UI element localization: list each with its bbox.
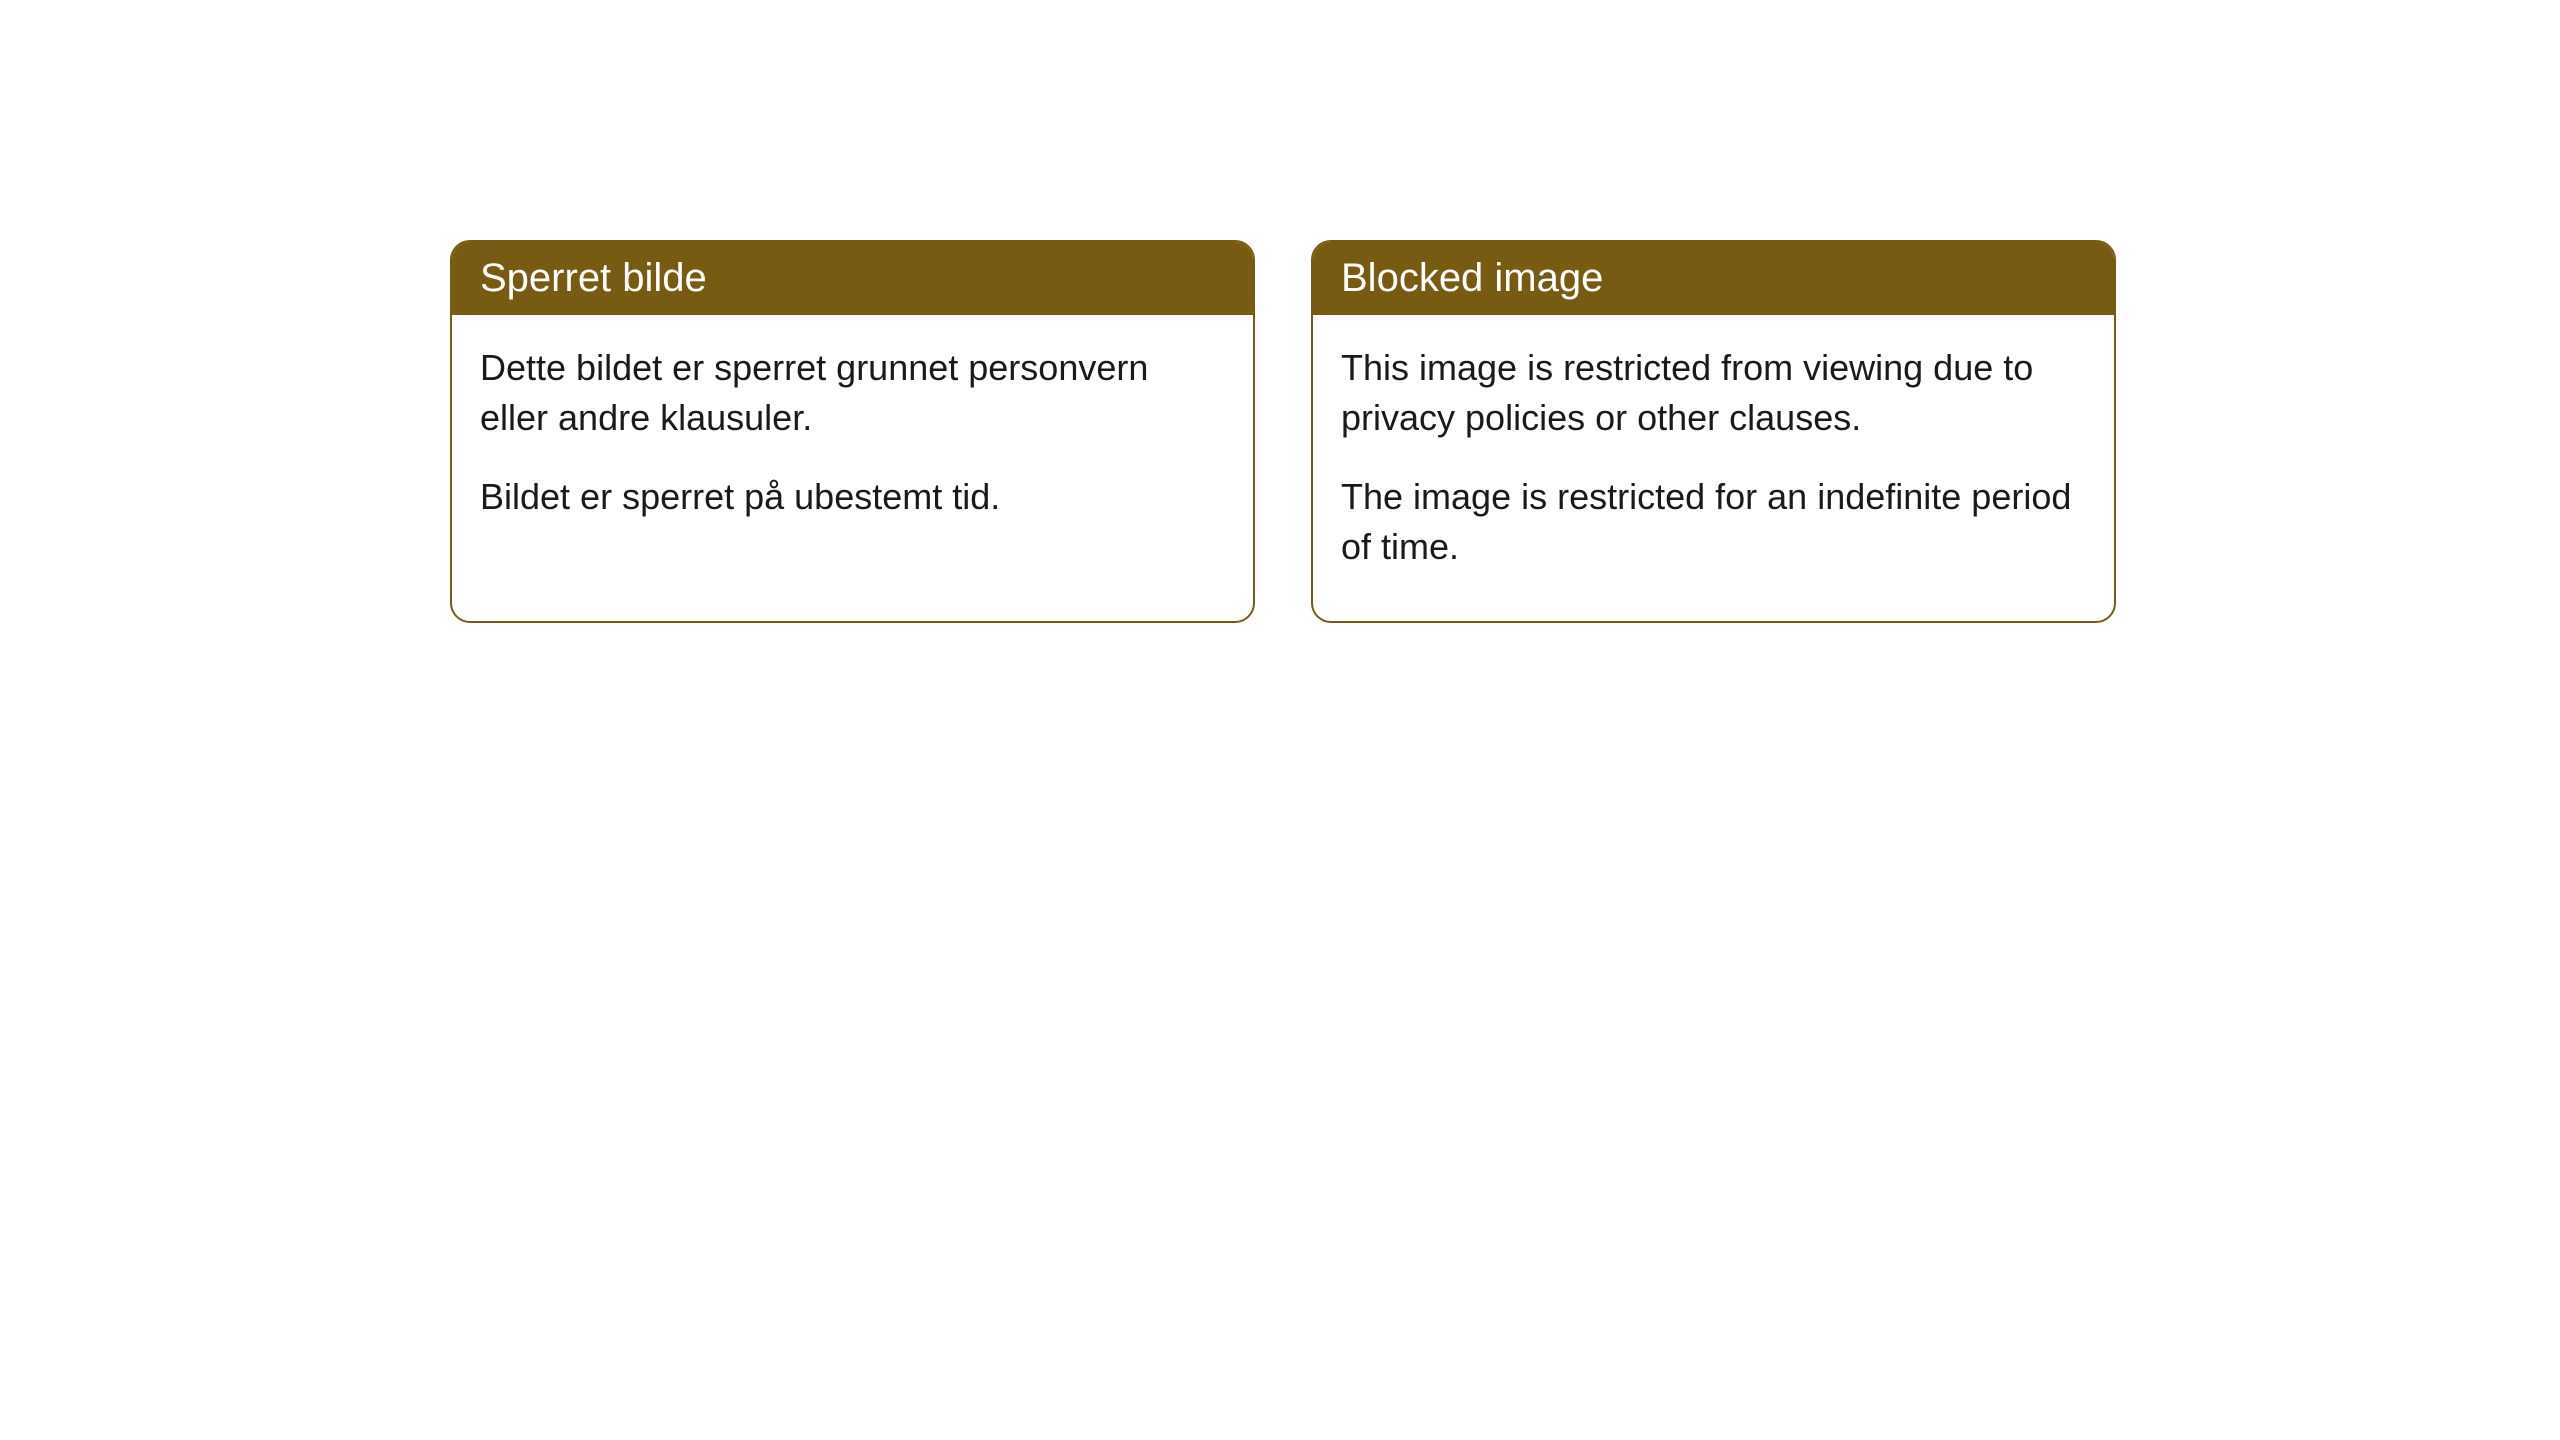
blocked-image-card-english: Blocked image This image is restricted f… [1311, 240, 2116, 623]
card-paragraph: Dette bildet er sperret grunnet personve… [480, 343, 1225, 444]
card-paragraph: The image is restricted for an indefinit… [1341, 472, 2086, 573]
card-header: Blocked image [1313, 242, 2114, 315]
card-paragraph: Bildet er sperret på ubestemt tid. [480, 472, 1225, 522]
blocked-image-card-norwegian: Sperret bilde Dette bildet er sperret gr… [450, 240, 1255, 623]
card-body: Dette bildet er sperret grunnet personve… [452, 315, 1253, 570]
card-title: Sperret bilde [480, 256, 707, 300]
card-title: Blocked image [1341, 256, 1603, 300]
card-header: Sperret bilde [452, 242, 1253, 315]
cards-container: Sperret bilde Dette bildet er sperret gr… [0, 0, 2560, 623]
card-body: This image is restricted from viewing du… [1313, 315, 2114, 621]
card-paragraph: This image is restricted from viewing du… [1341, 343, 2086, 444]
